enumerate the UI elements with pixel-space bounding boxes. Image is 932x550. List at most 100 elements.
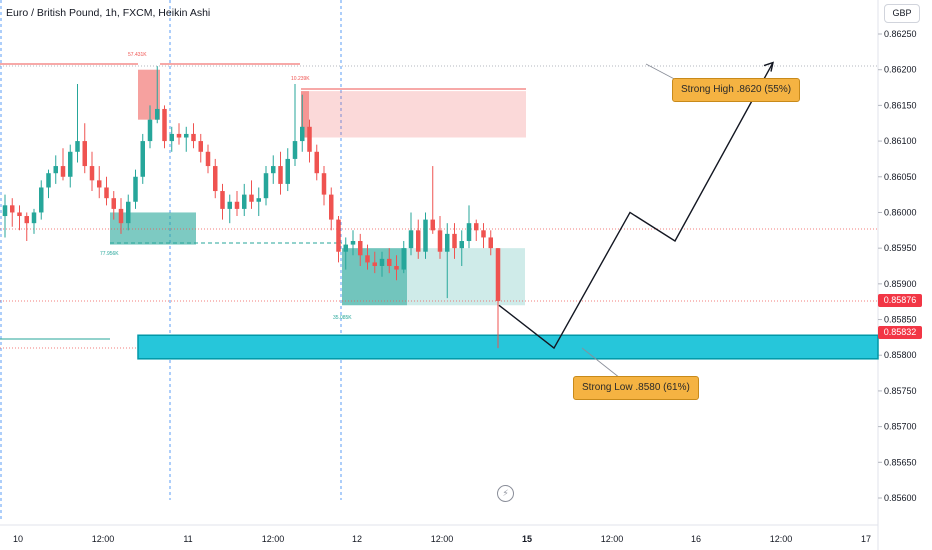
lightning-icon[interactable]: ⚡: [497, 485, 514, 502]
last-price-tag: 0.85876: [878, 294, 922, 307]
strong-low-callout[interactable]: Strong Low .8580 (61%): [573, 376, 699, 400]
x-tick-label: 12: [352, 534, 362, 544]
candle-body: [147, 119, 153, 142]
x-tick-label: 15: [522, 534, 532, 544]
candle-body: [227, 201, 232, 209]
y-tick-label: 0.86200: [884, 65, 917, 75]
supply-zone-2-core: [301, 91, 309, 138]
x-tick-label: 17: [861, 534, 871, 544]
currency-button[interactable]: GBP: [884, 4, 920, 23]
x-tick-label: 12:00: [92, 534, 115, 544]
candle-body: [162, 108, 167, 142]
candle-body: [97, 180, 102, 188]
candle-body: [169, 133, 174, 142]
candle-body: [155, 108, 160, 120]
y-tick-label: 0.85950: [884, 243, 917, 253]
y-tick-label: 0.85900: [884, 279, 917, 289]
x-tick-label: 16: [691, 534, 701, 544]
volume-label: 57.431K: [128, 52, 147, 58]
candle-body: [430, 219, 435, 231]
candle-body: [184, 133, 189, 138]
y-tick-label: 0.85750: [884, 386, 917, 396]
candle-body: [198, 141, 203, 152]
strong-high-callout[interactable]: Strong High .8620 (55%): [672, 78, 801, 102]
candle-body: [329, 194, 334, 220]
supply-zone-2: [301, 91, 526, 138]
candle-body: [307, 126, 312, 152]
candle-body: [466, 223, 472, 242]
candle-body: [300, 126, 305, 142]
candle-body: [285, 158, 290, 184]
projection-path: [498, 62, 774, 350]
candle-body: [60, 166, 66, 177]
x-tick-label: 12:00: [262, 534, 285, 544]
candle-body: [176, 133, 182, 138]
candle-body: [343, 244, 348, 252]
y-tick-label: 0.85650: [884, 457, 917, 467]
candle-body: [336, 219, 341, 252]
candle-body: [46, 173, 51, 188]
x-tick-label: 10: [13, 534, 23, 544]
y-tick-label: 0.85800: [884, 350, 917, 360]
candle-body: [394, 266, 399, 270]
candle-body: [118, 208, 124, 224]
y-tick-label: 0.86050: [884, 172, 917, 182]
candle-body: [10, 205, 15, 213]
candle-body: [220, 191, 225, 209]
supply-zone-1: [138, 69, 160, 120]
candle-body: [53, 166, 58, 174]
y-tick-label: 0.86100: [884, 136, 917, 146]
x-tick-label: 12:00: [770, 534, 793, 544]
strong-low-zone: [137, 334, 879, 360]
candle-body: [459, 241, 464, 249]
chart-title: Euro / British Pound, 1h, FXCM, Heikin A…: [6, 7, 211, 19]
candle-body: [488, 237, 493, 249]
candle-body: [401, 248, 406, 270]
candle-body: [321, 173, 327, 195]
x-tick-label: 12:00: [431, 534, 454, 544]
candle-body: [234, 201, 240, 209]
candle-body: [372, 262, 377, 266]
volume-label: 77.956K: [100, 251, 119, 257]
candle-body: [495, 248, 501, 301]
candle-body: [350, 241, 356, 245]
candle-body: [133, 176, 138, 202]
x-tick-label: 11: [183, 534, 192, 544]
candle-body: [416, 230, 421, 252]
candle-body: [249, 194, 254, 202]
candle-body: [445, 233, 450, 252]
candle-body: [31, 212, 37, 224]
candle-body: [89, 166, 95, 181]
candle-body: [387, 258, 392, 266]
y-tick-label: 0.85850: [884, 315, 917, 325]
low-callout-pointer: [581, 347, 621, 379]
demand-zone-1: [110, 212, 196, 245]
candle-body: [75, 141, 80, 152]
candle-body: [140, 141, 145, 177]
y-tick-label: 0.85600: [884, 493, 917, 503]
candle-body: [2, 205, 8, 217]
candle-body: [474, 223, 479, 231]
candle-body: [358, 241, 363, 256]
zone-price-tag: 0.85832: [878, 326, 922, 339]
candle-body: [271, 166, 276, 174]
candle-body: [205, 151, 211, 167]
candle-body: [111, 198, 116, 209]
candle-body: [126, 201, 131, 224]
candle-body: [39, 187, 44, 213]
volume-label: 10.239K: [291, 76, 310, 82]
candle-body: [314, 151, 319, 174]
candle-body: [256, 198, 261, 202]
candle-body: [481, 230, 486, 238]
y-tick-label: 0.86250: [884, 29, 917, 39]
y-tick-label: 0.85700: [884, 422, 917, 432]
projection-arrowhead: [763, 61, 774, 72]
candle-body: [263, 173, 269, 199]
x-tick-label: 12:00: [601, 534, 624, 544]
candle-body: [365, 255, 370, 263]
y-tick-label: 0.86000: [884, 207, 917, 217]
candle-body: [82, 141, 87, 167]
y-tick-label: 0.86150: [884, 100, 917, 110]
